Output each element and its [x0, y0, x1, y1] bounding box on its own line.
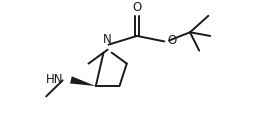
Text: O: O — [167, 34, 176, 47]
Text: O: O — [132, 0, 141, 14]
Polygon shape — [70, 76, 96, 86]
Text: HN: HN — [46, 73, 64, 86]
Text: N: N — [103, 33, 112, 46]
